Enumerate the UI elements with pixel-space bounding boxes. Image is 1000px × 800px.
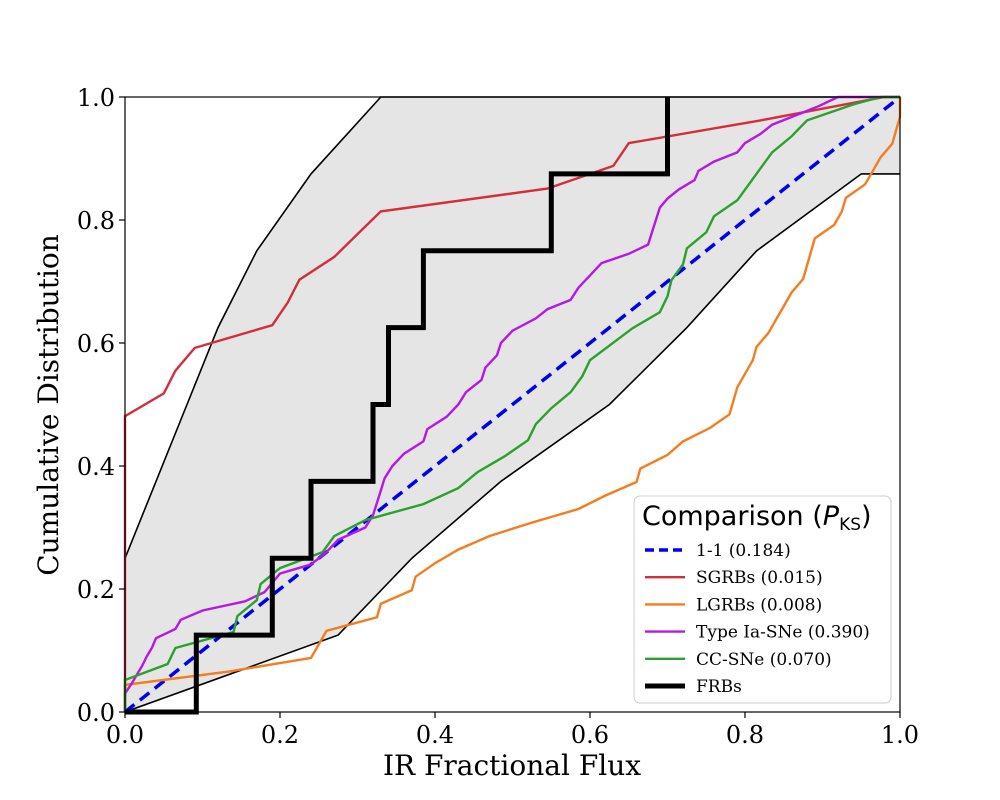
legend-items: 1-1 (0.184) SGRBs (0.015) LGRBs (0.008) Typ… <box>645 541 870 697</box>
axis-layer: 0.0 0.2 0.4 0.6 0.8 1.0 0.0 0.2 0.4 0.6 0.8 1.0 <box>77 84 919 749</box>
y-tick-label: 0.2 <box>77 576 115 604</box>
legend-label: CC-SNe (0.070) <box>696 650 832 670</box>
x-tick-label: 0.0 <box>106 721 144 749</box>
series-line-cc-sne <box>123 95 900 712</box>
confidence-band-lower <box>124 173 900 713</box>
x-axis-label: IR Fractional Flux <box>383 749 641 782</box>
legend-label: LGRBs (0.008) <box>696 595 822 615</box>
y-tick-label: 0.6 <box>77 330 115 358</box>
series-line-sgrbs <box>123 95 900 712</box>
y-tick-label: 0.8 <box>77 207 115 235</box>
confidence-band-upper <box>124 96 900 559</box>
legend: Comparison (PKS) 1-1 (0.184) SGRBs (0.015… <box>633 495 892 704</box>
x-tick-label: 0.2 <box>261 721 299 749</box>
series-line-1-1 <box>123 95 902 714</box>
legend-label: Type Ia-SNe (0.390) <box>696 623 870 643</box>
legend-title: Comparison (PKS) <box>642 501 872 535</box>
legend-label: FRBs <box>696 677 742 697</box>
y-tick-label: 0.4 <box>77 453 115 481</box>
legend-label: SGRBs (0.015) <box>696 568 823 588</box>
x-tick-label: 0.4 <box>416 721 454 749</box>
x-tick-label: 1.0 <box>881 721 919 749</box>
y-axis-label: Cumulative Distribution <box>32 234 65 576</box>
x-tick-label: 0.8 <box>726 721 764 749</box>
plot-frame <box>124 96 901 713</box>
legend-box <box>633 495 892 704</box>
legend-label: 1-1 (0.184) <box>696 541 791 561</box>
series-layer <box>123 95 902 715</box>
series-line-type-ia-sne <box>123 95 900 712</box>
x-tick-label: 0.6 <box>571 721 609 749</box>
y-tick-label: 1.0 <box>77 84 115 112</box>
series-line-lgrbs <box>123 97 902 712</box>
y-tick-label: 0.0 <box>77 699 115 727</box>
series-line-frbs <box>125 97 670 715</box>
